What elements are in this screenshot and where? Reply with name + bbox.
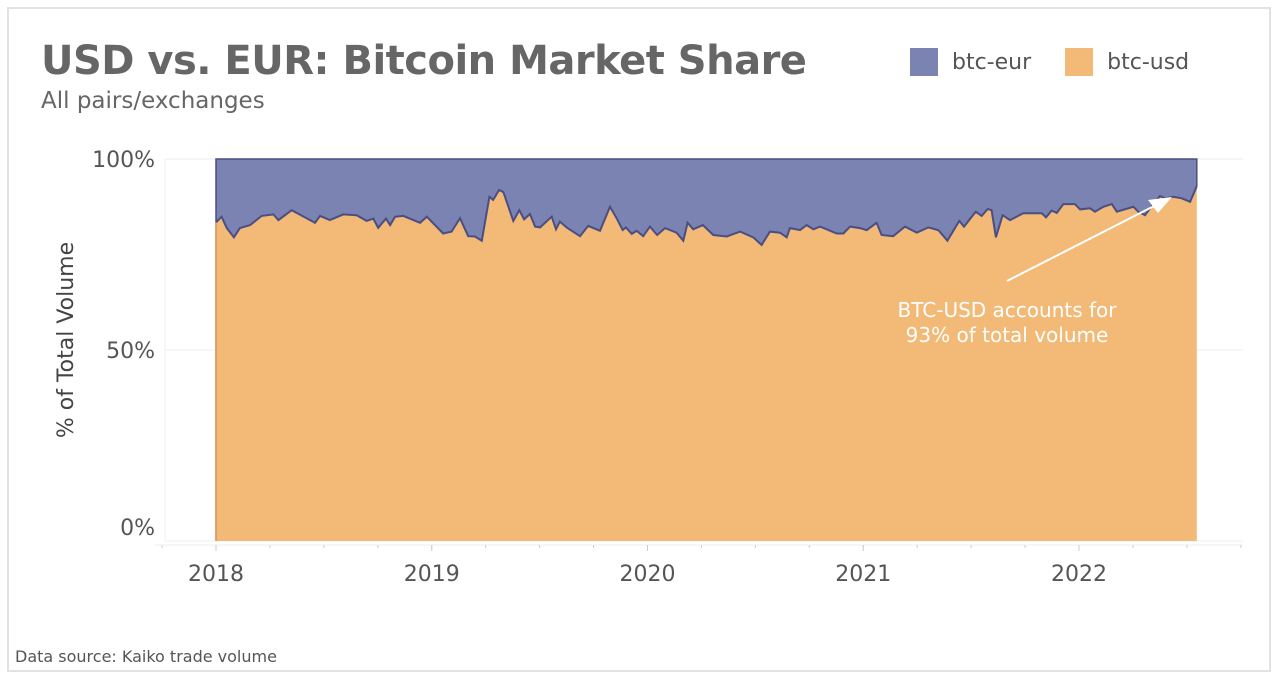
- chart-subtitle: All pairs/exchanges: [41, 88, 265, 114]
- x-tick-label: 2019: [404, 562, 460, 587]
- y-axis-label: % of Total Volume: [54, 242, 79, 438]
- series-line-boundary: [215, 185, 1198, 247]
- axis-ticks: 0% 50% 100% 2018 2019 2020 2021 2022: [92, 148, 1107, 587]
- x-tick-label: 2021: [835, 562, 891, 587]
- legend: btc-eur btc-usd: [910, 48, 1223, 76]
- annotation-arrow: [1006, 202, 1161, 282]
- y-tick-label: 0%: [120, 516, 155, 541]
- legend-item-btc-usd[interactable]: btc-usd: [1065, 48, 1189, 76]
- arrowhead-icon: [1148, 197, 1172, 213]
- annotation-line-2: 93% of total volume: [906, 323, 1109, 347]
- chart-card: [7, 7, 1271, 672]
- data-source: Data source: Kaiko trade volume: [15, 647, 277, 666]
- y-tick-label: 50%: [106, 339, 155, 364]
- legend-label: btc-eur: [952, 49, 1032, 75]
- legend-item-btc-eur[interactable]: btc-eur: [910, 48, 1031, 76]
- y-tick-label: 100%: [92, 148, 155, 173]
- x-tick-label: 2020: [620, 562, 676, 587]
- x-tick-label: 2022: [1051, 562, 1107, 587]
- legend-swatch-btc-usd: [1065, 48, 1094, 76]
- annotation-line-1: BTC-USD accounts for: [898, 298, 1118, 322]
- annotation: BTC-USD accounts for 93% of total volume: [898, 197, 1172, 347]
- legend-swatch-btc-eur: [910, 48, 938, 76]
- chart-title: USD vs. EUR: Bitcoin Market Share: [41, 38, 807, 84]
- legend-label: btc-usd: [1107, 49, 1190, 75]
- x-tick-label: 2018: [188, 562, 244, 587]
- series-area-btc-eur: [216, 159, 1197, 245]
- series-area-btc-usd: [216, 186, 1197, 541]
